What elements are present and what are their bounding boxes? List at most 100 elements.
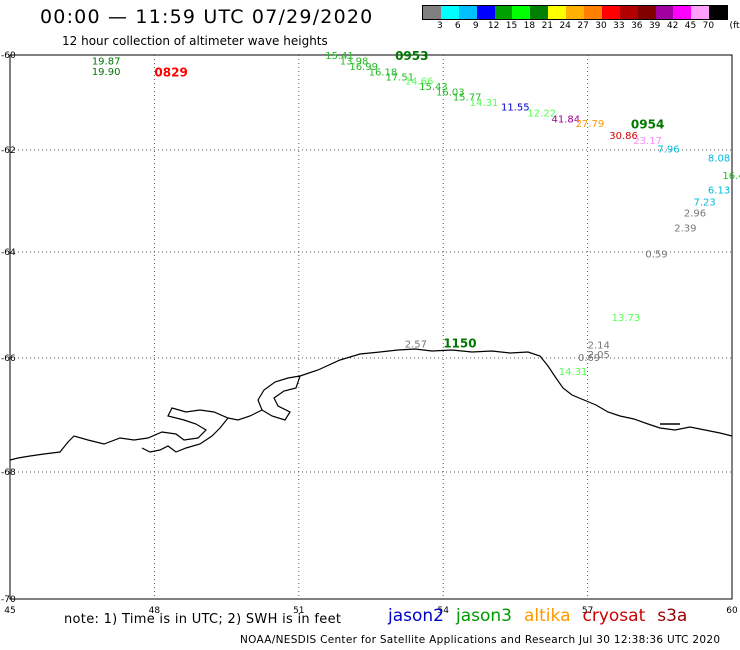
legend-altika: altika	[524, 606, 571, 626]
pass-time-label: 1150	[443, 336, 476, 350]
scale-label: 15	[505, 21, 518, 31]
wave-height-point: 19.90	[92, 67, 121, 78]
legend-s3a: s3a	[657, 606, 688, 626]
wave-height-point: 16.4	[722, 171, 740, 182]
wave-height-point: 14.31	[559, 367, 588, 378]
wave-height-point: 8.08	[708, 154, 730, 165]
wave-height-point: 7.23	[693, 198, 715, 209]
wave-height-point: 15.77	[453, 93, 482, 104]
scale-label: 33	[613, 21, 625, 31]
scale-cell	[566, 6, 585, 19]
wave-height-point: 17.51	[385, 73, 414, 84]
scale-label: 9	[472, 21, 479, 31]
credit-line: NOAA/NESDIS Center for Satellite Applica…	[240, 634, 721, 646]
x-tick-label: 45	[4, 606, 15, 616]
scale-cell	[440, 6, 459, 19]
scale-cell	[709, 6, 728, 19]
coastline	[9, 348, 733, 461]
x-tick-label: 54	[437, 606, 449, 616]
y-tick-label: -66	[1, 354, 16, 364]
scale-label: 24	[559, 21, 571, 31]
page-title: 00:00 — 11:59 UTC 07/29/2020	[40, 6, 374, 28]
pass-time-label: 0954	[631, 118, 664, 132]
scale-cell	[637, 6, 656, 19]
y-tick-label: -64	[1, 248, 16, 258]
page-subtitle: 12 hour collection of altimeter wave hei…	[62, 34, 328, 48]
scale-label: 42	[666, 21, 679, 31]
scale-cell	[530, 6, 549, 19]
wave-height-point: 11.55	[501, 103, 530, 114]
wave-height-point: 12.22	[527, 108, 556, 119]
x-tick-label: 60	[726, 606, 738, 616]
scale-cell	[691, 6, 710, 19]
wave-height-point: 14.31	[470, 98, 499, 109]
satellite-legend: jason2 jason3 altika cryosat s3a	[388, 606, 687, 626]
y-tick-label: -68	[1, 468, 16, 478]
wave-height-point: 0.59	[645, 249, 667, 260]
scale-cell	[476, 6, 495, 19]
y-tick-label: -60	[1, 51, 16, 61]
scale-label: 12	[487, 21, 500, 31]
wave-height-point: 19.87	[92, 57, 121, 68]
scale-cell	[655, 6, 674, 19]
footer-note: note: 1) Time is in UTC; 2) SWH is in fe…	[64, 612, 342, 627]
wave-height-point: 27.79	[576, 119, 605, 130]
map-frame	[9, 54, 733, 600]
scale-label: 39	[648, 21, 661, 31]
x-tick-label: 57	[582, 606, 593, 616]
scale-label: 45	[684, 21, 697, 31]
scale-label: 70	[702, 21, 715, 31]
pass-time-label: 0829	[154, 65, 187, 79]
scale-label: 30	[595, 21, 607, 31]
wave-height-point: 13.98	[340, 57, 369, 68]
legend-jason2: jason2	[388, 606, 444, 626]
scale-label: 27	[577, 21, 589, 31]
scale-label: 3	[437, 21, 443, 31]
wave-height-point: 2.05	[588, 350, 610, 361]
wave-height-point: 7.96	[657, 145, 679, 156]
scale-cell	[584, 6, 602, 19]
pass-time-labels: 0953 0829 0954 1150	[154, 49, 664, 351]
scale-cell	[458, 6, 477, 19]
scale-label: 21	[541, 21, 554, 31]
grid-lines	[10, 55, 732, 599]
wave-height-point: 41.84	[552, 114, 581, 125]
scale-cell	[494, 6, 513, 19]
scale-cell	[548, 6, 567, 19]
wave-height-point: 0.69	[578, 353, 600, 364]
legend-cryosat: cryosat	[582, 606, 646, 626]
scale-cell	[512, 6, 531, 19]
scale-cell	[673, 6, 692, 19]
scale-cell	[601, 6, 620, 19]
wave-height-color-scale	[422, 5, 729, 20]
wave-height-point: 14.66	[405, 76, 434, 87]
x-tick-label: 48	[149, 606, 161, 616]
wave-height-point: 6.13	[708, 185, 730, 196]
wave-height-point: 16.03	[436, 87, 465, 98]
wave-height-point: 15.43	[419, 82, 448, 93]
scale-cell	[619, 6, 638, 19]
legend-jason3: jason3	[456, 606, 512, 626]
pass-time-label: 0953	[395, 49, 428, 63]
wave-height-point: 2.96	[684, 208, 706, 219]
wave-height-point: 2.39	[674, 224, 696, 235]
scale-label: 18	[523, 21, 536, 31]
wave-height-point: 16.18	[369, 67, 398, 78]
axis-tick-labels: 45 48 51 54 57 60 -60 -62 -64 -66 -68 -70	[1, 51, 738, 616]
wave-height-point: 16.99	[349, 62, 378, 73]
x-tick-label: 51	[293, 606, 304, 616]
wave-height-point: 30.86	[609, 131, 638, 142]
wave-height-point: 13.73	[612, 313, 641, 324]
scale-cell	[423, 6, 441, 19]
wave-height-point: 23.17	[633, 136, 662, 147]
y-tick-label: -62	[1, 146, 16, 156]
wave-height-point: 2.57	[405, 339, 427, 350]
scale-label: 6	[454, 21, 461, 31]
scale-unit-label: (ft)	[729, 21, 740, 31]
wave-height-point: 15.41	[325, 51, 354, 62]
y-tick-label: -70	[1, 595, 16, 605]
scale-label: 36	[631, 21, 643, 31]
